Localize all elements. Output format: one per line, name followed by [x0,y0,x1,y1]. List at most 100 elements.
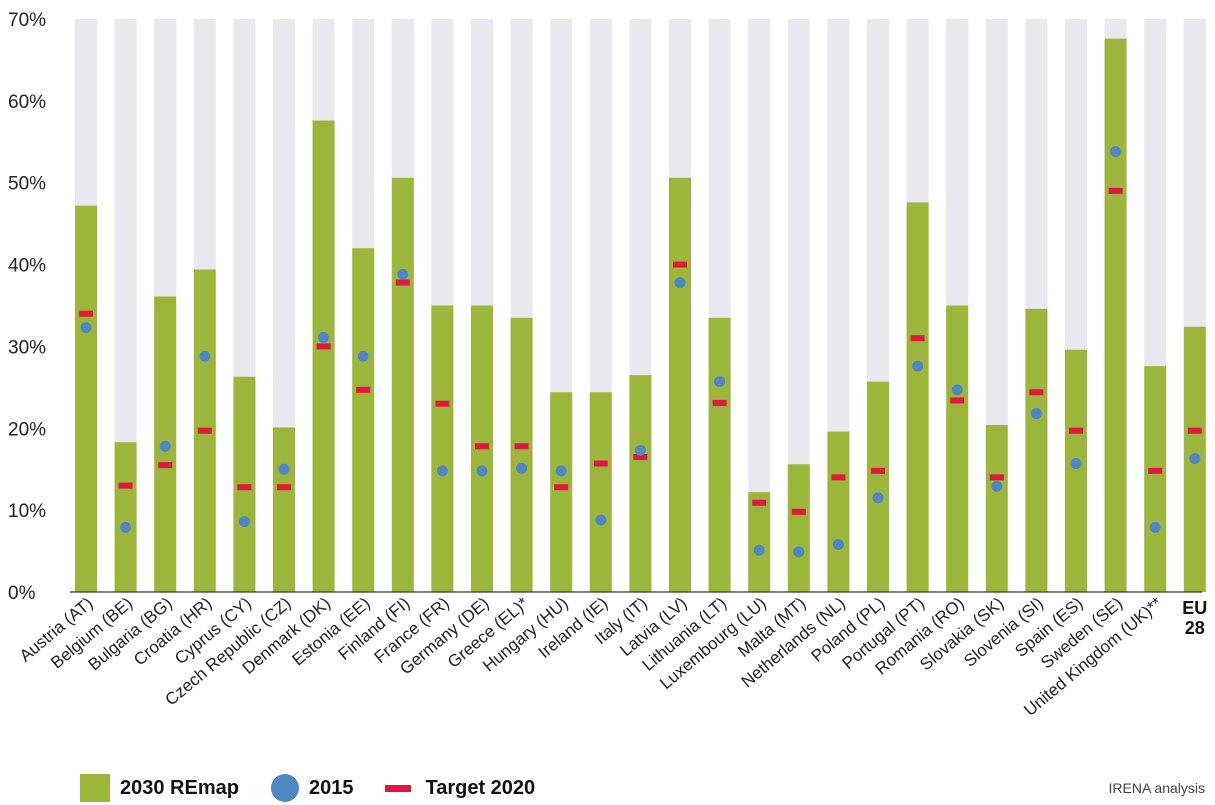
target-2020-markers [79,187,1202,515]
bars-2030-remap [75,38,1206,593]
target-2020-marker [118,482,133,489]
x-tick-label-eu: 28 [1185,618,1205,638]
target-2020-marker [158,462,173,469]
target-2020-marker [475,443,489,450]
target-2020-marker [435,400,450,407]
bar-2030-remap [629,375,652,592]
y-tick-label: 70% [8,10,46,31]
legend-swatch-remap [80,774,110,802]
bar-2030-remap [985,425,1008,592]
legend-dot-2015 [270,774,299,802]
y-tick-label: 0% [8,583,36,604]
point-2015 [476,465,488,477]
target-2020-marker [79,310,93,317]
target-2020-marker [791,508,806,515]
target-2020-marker [237,484,252,491]
point-2015 [793,546,805,558]
bar-2030-remap [748,492,771,592]
point-2015 [318,331,330,343]
point-2015 [357,350,369,362]
y-tick-label: 40% [8,256,46,277]
bar-2030-remap [431,305,454,592]
y-axis-ticks: 0% 10% 20% 30% 40% 50% 60% 70% [8,10,46,604]
bar-background [748,19,771,592]
point-2015 [991,480,1003,492]
point-2015 [436,465,448,477]
point-2015 [714,376,726,388]
bar-2030-remap [391,177,414,592]
point-2015 [1149,521,1161,533]
point-2015 [238,516,250,528]
target-2020-marker [871,467,885,474]
target-2020-marker [910,335,925,342]
target-2020-marker [1148,467,1163,474]
point-2015 [872,492,884,504]
bar-2030-remap [708,317,731,592]
bar-2030-remap [1144,366,1167,592]
legend-item-2015: 2015 [270,774,354,802]
target-2020-marker [673,261,687,268]
target-2020-marker [633,453,648,460]
target-2020-marker [1108,187,1123,194]
point-2015 [1189,453,1201,465]
bar-2030-remap [946,305,969,592]
bar-2030-remap [550,392,573,592]
bar-2030-remap [75,205,97,593]
legend-item-target: Target 2020 [385,777,535,800]
bar-2030-remap [787,464,810,592]
bar-2030-remap [1025,308,1048,592]
source-note: IRENA analysis [1108,780,1205,796]
point-2015 [80,322,92,334]
target-2020-marker [989,474,1004,481]
target-2020-marker [554,484,569,491]
target-2020-marker [514,443,529,450]
point-2015 [555,465,567,477]
legend-item-remap: 2030 REmap [80,774,239,802]
target-2020-marker [197,427,212,434]
bar-2030-remap [273,427,295,592]
bar-2030-remap [114,442,137,592]
point-2015 [199,350,211,362]
bar-background [787,19,810,592]
target-2020-marker [1187,427,1202,434]
point-2015 [912,360,924,372]
legend-dash-target [385,784,412,792]
point-2015 [951,384,963,396]
target-2020-marker [356,386,371,393]
bar-2030-remap [867,381,889,592]
point-2015 [516,462,528,474]
bar-2030-remap [510,317,533,592]
target-2020-marker [1029,389,1044,396]
x-axis-ticks: Austria (AT)Belgium (BE)Bulgaria (BG)Cro… [16,593,1207,720]
point-2015 [634,444,646,456]
bar-2030-remap [589,392,612,592]
point-2015 [159,440,171,452]
point-2015 [832,539,844,551]
target-2020-marker [831,474,846,481]
legend-label-target: Target 2020 [425,776,536,799]
bar-2030-remap [1104,38,1127,593]
x-tick-label-eu: EU [1182,598,1207,618]
target-2020-marker [277,484,291,491]
y-tick-label: 20% [8,419,46,440]
point-2015 [1030,408,1042,420]
point-2015 [753,544,765,556]
points-2015 [80,146,1201,558]
target-2020-marker [1069,427,1083,434]
point-2015 [595,514,607,526]
target-2020-marker [712,399,727,406]
bar-2030-remap [352,248,375,592]
legend-label-2015: 2015 [308,776,354,799]
y-tick-label: 30% [8,337,46,358]
bar-2030-remap [312,120,335,592]
bar-2030-remap [669,177,691,592]
y-tick-label: 50% [8,174,46,195]
target-2020-marker [950,397,965,404]
target-2020-marker [593,460,608,467]
legend-label-remap: 2030 REmap [120,776,239,799]
legend: 2030 REmap 2015 Target 2020 [80,773,567,803]
point-2015 [278,463,290,475]
target-2020-marker [395,279,410,286]
bar-2030-remap [1065,349,1087,592]
